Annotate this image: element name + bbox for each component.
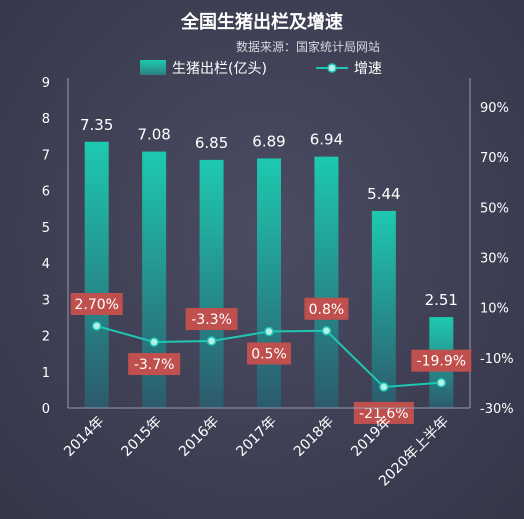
- left-axis-tick-label: 8: [42, 112, 50, 127]
- growth-data-label: -19.9%: [417, 354, 467, 370]
- growth-data-label: 0.8%: [309, 302, 345, 318]
- bar-data-label: 7.08: [137, 126, 170, 144]
- growth-point: [206, 336, 217, 346]
- left-axis-tick-label: 9: [42, 76, 50, 91]
- chart-source: 数据来源：国家统计局网站: [236, 40, 381, 54]
- growth-label-box: [247, 342, 291, 365]
- legend: 生猪出栏(亿头) 增速: [140, 60, 382, 77]
- bar-data-label: 6.85: [195, 134, 228, 152]
- bar: [199, 159, 224, 408]
- growth-point: [264, 326, 274, 337]
- bar-data-label: 2.51: [425, 291, 458, 309]
- growth-data-label: -21.6%: [359, 406, 409, 422]
- left-axis-tick-label: 3: [42, 293, 50, 308]
- right-axis-tick-label: 30%: [480, 252, 509, 267]
- x-axis-tick-label: 2018年: [291, 414, 337, 460]
- legend-line-marker: [327, 63, 337, 73]
- right-axis-tick-label: 50%: [480, 201, 509, 216]
- x-axis-tick-label: 2016年: [176, 414, 222, 460]
- growth-data-label: 2.70%: [74, 297, 118, 313]
- x-axis-tick-label: 2015年: [119, 414, 165, 460]
- x-axis-tick-label: 2014年: [61, 414, 107, 460]
- growth-point: [91, 321, 102, 331]
- bar: [371, 210, 396, 408]
- growth-point: [436, 377, 447, 388]
- growth-data-label: -3.7%: [134, 357, 175, 373]
- right-axis-tick-label: 70%: [480, 151, 509, 166]
- legend-bar-label: 生猪出栏(亿头): [172, 61, 267, 77]
- growth-point: [379, 382, 389, 392]
- bar-data-labels: 7.35 7.08 6.85 6.89 6.94 5.44 2.51: [80, 116, 458, 309]
- left-axis-tick-label: 5: [42, 221, 50, 236]
- right-axis-tick-label: -10%: [480, 352, 514, 367]
- bar-data-label: 6.89: [252, 132, 285, 150]
- growth-label-box: [128, 353, 181, 376]
- growth-label-box: [70, 292, 123, 315]
- bar: [314, 156, 339, 408]
- left-axis-tick-label: 6: [42, 185, 50, 200]
- left-axis: 0 1 2 3 4 5 6 7 8 9: [42, 76, 69, 417]
- right-axis: -30% -10% 10% 30% 50% 70% 90%: [469, 78, 514, 417]
- growth-data-labels: 2.70% -3.7% -3.3% 0.5% 0.8% -21.6% -19.9%: [70, 292, 472, 424]
- legend-bar-swatch: [140, 60, 166, 75]
- right-axis-tick-label: -30%: [480, 402, 514, 417]
- growth-point: [321, 326, 332, 336]
- bar: [257, 158, 281, 408]
- growth-label-box: [411, 349, 472, 372]
- left-axis-tick-label: 0: [42, 402, 50, 417]
- left-axis-tick-label: 4: [42, 257, 50, 272]
- growth-point: [149, 337, 159, 347]
- growth-label-box: [185, 308, 238, 331]
- left-axis-tick-label: 2: [42, 330, 50, 345]
- left-axis-tick-label: 7: [42, 148, 50, 163]
- bar: [84, 141, 109, 408]
- left-axis-tick-label: 1: [42, 366, 50, 381]
- legend-line-label: 增速: [354, 61, 382, 77]
- growth-data-label: -3.3%: [191, 312, 232, 328]
- right-axis-tick-label: 10%: [480, 302, 509, 317]
- bar-data-label: 5.44: [367, 185, 400, 203]
- chart-title: 全国生猪出栏及增速: [181, 12, 343, 33]
- growth-label-box: [353, 401, 414, 424]
- x-axis-tick-label: 2017年: [233, 414, 279, 460]
- right-axis-tick-label: 90%: [480, 101, 509, 116]
- bar-data-label: 7.35: [80, 116, 113, 134]
- growth-line-layer: [91, 321, 447, 392]
- growth-data-label: 0.5%: [251, 347, 287, 363]
- growth-label-box: [304, 297, 349, 320]
- bar-data-label: 6.94: [310, 131, 343, 149]
